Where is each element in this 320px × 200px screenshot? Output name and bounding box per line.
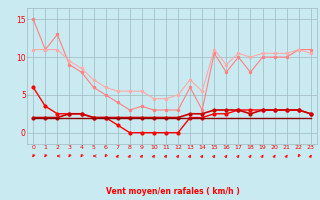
Text: Vent moyen/en rafales ( km/h ): Vent moyen/en rafales ( km/h ) bbox=[106, 187, 240, 196]
